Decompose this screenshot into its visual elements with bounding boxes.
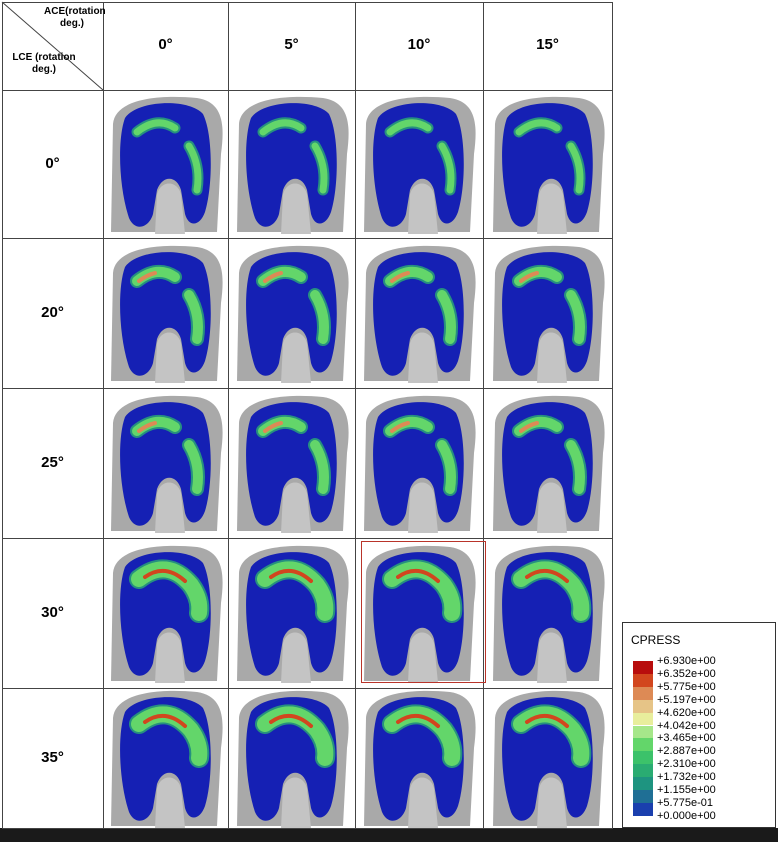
row-header: 20°: [41, 304, 64, 321]
row-header: 25°: [41, 454, 64, 471]
legend-swatch: [633, 764, 653, 778]
legend-swatch: [633, 661, 653, 674]
legend-title: CPRESS: [631, 633, 681, 647]
caption-strip: [0, 828, 778, 842]
pressure-map: [236, 245, 349, 383]
legend-level-label: +5.197e+00: [657, 693, 716, 706]
legend-level-label: +1.155e+00: [657, 784, 716, 796]
row-axis-header: LCE (rotation deg.): [12, 52, 76, 75]
legend-swatch: [633, 673, 653, 687]
row-header: 30°: [41, 604, 64, 621]
pressure-map: [110, 545, 223, 683]
row-header: 0°: [45, 155, 60, 172]
legend-level-label: +6.930e+00: [657, 655, 716, 667]
column-header: 0°: [158, 36, 173, 53]
pressure-map: [236, 690, 349, 828]
pressure-map: [110, 245, 223, 383]
legend-level-label: +2.887e+00: [657, 745, 716, 758]
pressure-map: [492, 245, 605, 383]
legend-swatch: [633, 751, 653, 765]
legend-level-label: +3.465e+00: [657, 732, 716, 745]
legend-swatch: [633, 777, 653, 790]
legend-swatch: [633, 725, 653, 739]
pressure-map: [492, 545, 605, 683]
pressure-map: [110, 395, 223, 533]
legend: CPRESS +6.930e+00 +6.352e+00 +5.775e+00 +5.…: [622, 622, 776, 828]
pressure-map: [492, 395, 605, 533]
legend-level-label: +1.732e+00: [657, 771, 716, 784]
pressure-map: [236, 545, 349, 683]
legend-swatch: [633, 712, 653, 726]
legend-swatch: [633, 738, 653, 752]
pressure-map: [364, 545, 476, 683]
column-header: 5°: [284, 36, 299, 53]
table-cell: [483, 688, 613, 829]
pressure-map: [236, 96, 349, 234]
legend-swatch: [633, 686, 653, 700]
row-header: 35°: [41, 749, 64, 766]
highlight-frame: [361, 541, 486, 683]
pressure-map: [236, 395, 349, 533]
legend-level-label: +6.352e+00: [657, 667, 716, 680]
legend-level-label: +2.310e+00: [657, 758, 716, 771]
legend-level-label: +5.775e-01: [657, 796, 713, 809]
pressure-map: [364, 690, 476, 828]
pressure-map: [492, 96, 605, 234]
pressure-map: [110, 96, 223, 234]
column-header: 15°: [536, 36, 559, 53]
legend-level-label: +4.620e+00: [657, 706, 716, 719]
pressure-map: [110, 690, 223, 828]
pressure-map: [364, 395, 476, 533]
pressure-map: [492, 690, 605, 828]
legend-level-label: +0.000e+00: [657, 809, 716, 822]
legend-level-label: +4.042e+00: [657, 719, 716, 732]
column-axis-header: ACE(rotation deg.): [44, 6, 106, 29]
legend-swatch: [633, 802, 653, 816]
pressure-map: [364, 96, 476, 234]
legend-swatch: [633, 790, 653, 803]
legend-swatch: [633, 699, 653, 713]
legend-level-label: +5.775e+00: [657, 680, 716, 693]
pressure-map: [364, 245, 476, 383]
column-header: 10°: [407, 36, 431, 53]
